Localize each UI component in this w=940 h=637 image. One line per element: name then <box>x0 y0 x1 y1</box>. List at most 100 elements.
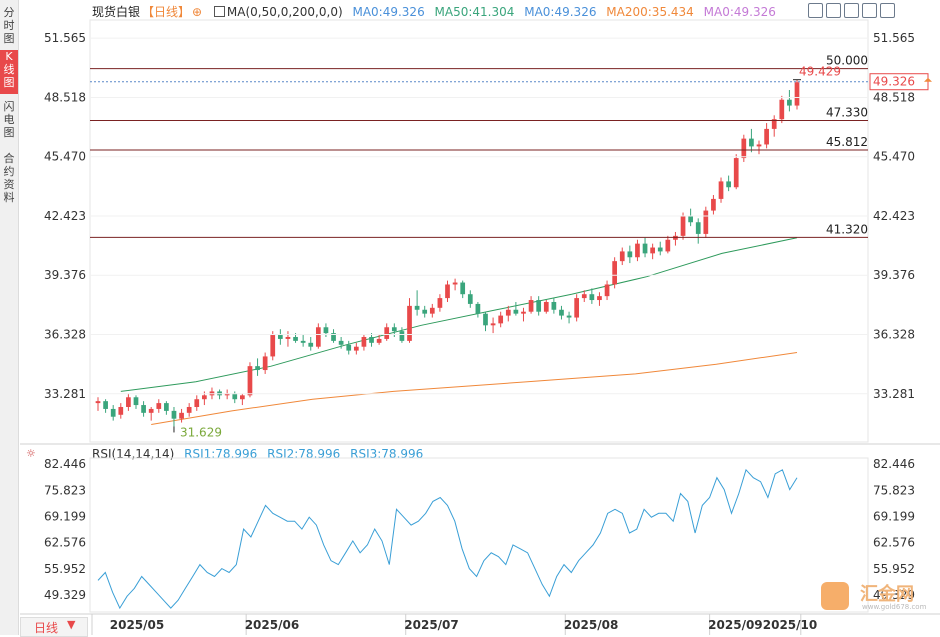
period-dropdown[interactable]: 日线 ▼ <box>20 617 88 637</box>
tab-kline[interactable]: K线图 <box>0 50 18 94</box>
candle-body <box>543 301 549 312</box>
ma50-line <box>120 237 798 392</box>
price-pin-icon <box>924 77 932 82</box>
candle-body <box>118 406 124 415</box>
ma-params: MA(0,50,0,200,0,0) <box>226 5 343 19</box>
y-tick-label-left: 36.328 <box>44 327 86 341</box>
candle-body <box>635 243 640 258</box>
candle-body <box>103 401 108 409</box>
y-tick-label-right: 45.470 <box>873 150 915 164</box>
tab-timeshare[interactable]: 分时图 <box>3 6 15 45</box>
candle-body <box>202 395 207 400</box>
candle-body <box>308 342 314 347</box>
y-tick-label-left: 42.423 <box>44 209 86 223</box>
candle-body <box>353 346 359 351</box>
candle-body <box>657 247 663 252</box>
candle-body <box>148 408 154 413</box>
candle-body <box>642 243 648 254</box>
ma200-value: MA200:35.434 <box>606 5 694 19</box>
candle-body <box>422 309 428 314</box>
candle-body <box>475 303 481 314</box>
candle-body <box>270 335 276 357</box>
candle-body <box>391 327 397 332</box>
candle-body <box>521 311 526 314</box>
rsi-line <box>97 468 798 610</box>
y-tick-label-right: 39.376 <box>873 268 915 282</box>
candle-body <box>581 294 587 299</box>
crosshair-icon[interactable] <box>808 3 823 18</box>
candle-body <box>726 181 731 188</box>
candle-body <box>338 340 344 345</box>
candle-body <box>589 294 595 301</box>
candle-body <box>627 251 633 258</box>
candle-body <box>361 336 367 347</box>
candle-body <box>513 309 519 314</box>
candle-body <box>528 300 534 312</box>
candle-body <box>566 315 572 318</box>
rsi-tick-label-left: 49.329 <box>44 588 86 602</box>
y-tick-label-left: 48.518 <box>44 90 86 104</box>
candle-body <box>384 327 390 339</box>
instrument-title: 现货白银 <box>92 5 141 19</box>
x-tick-label: 2025/10 <box>763 618 817 632</box>
tab-tick-chart[interactable]: 闪电图 <box>3 100 15 139</box>
candle-body <box>164 403 169 411</box>
candle-body <box>255 366 260 371</box>
candle-body <box>597 296 602 301</box>
x-tick-label: 2025/05 <box>110 618 164 632</box>
settings-icon[interactable]: ⊕ <box>192 5 203 19</box>
candle-body <box>490 323 496 326</box>
candle-body <box>171 410 177 419</box>
x-tick-label: 2025/08 <box>564 618 618 632</box>
fullscreen-icon[interactable] <box>880 3 895 18</box>
y-tick-label-right: 51.565 <box>873 31 915 45</box>
candle-body <box>300 340 306 343</box>
candle-body <box>498 315 504 324</box>
candle-body <box>315 327 321 347</box>
candle-body <box>779 99 785 120</box>
y-tick-label-left: 45.470 <box>44 150 86 164</box>
tab-contract-info[interactable]: 合约资料 <box>3 152 15 204</box>
y-tick-label-right: 48.518 <box>873 90 915 104</box>
indicator-icon <box>213 6 225 17</box>
high-label: 49.429 <box>799 65 841 79</box>
ma-legend: 现货白银 【日线】 ⊕ MA(0,50,0,200,0,0) MA0:49.326 … <box>92 3 782 19</box>
candle-body <box>445 284 450 299</box>
candle-body <box>346 344 352 351</box>
rsi-tick-label-left: 82.446 <box>44 457 86 471</box>
chart-toolbar <box>808 3 898 18</box>
candle-body <box>399 331 405 341</box>
zoom-out-icon[interactable] <box>862 3 877 18</box>
y-tick-label-right: 36.328 <box>873 327 915 341</box>
candle-body <box>232 393 238 400</box>
ma0-value-2: MA0:49.326 <box>524 5 597 19</box>
candle-body <box>376 338 382 343</box>
candle-body <box>741 138 747 159</box>
rsi-settings-icon[interactable]: ☼ <box>26 447 36 460</box>
zoom-in-icon[interactable] <box>826 3 841 18</box>
candle-body <box>688 216 693 223</box>
candle-body <box>711 198 716 211</box>
watermark-url: www.gold678.com <box>862 603 927 611</box>
ma0-value-3: MA0:49.326 <box>703 5 776 19</box>
candle-body <box>733 158 739 188</box>
y-tick-label-left: 39.376 <box>44 268 86 282</box>
candle-body <box>771 119 777 129</box>
candle-body <box>467 294 473 304</box>
level-label: 45.812 <box>826 135 868 149</box>
y-tick-label-left: 51.565 <box>44 31 86 45</box>
chevron-down-icon: ▼ <box>67 618 76 631</box>
candle-body <box>262 356 268 371</box>
candle-body <box>95 401 101 404</box>
candle-body <box>186 406 192 413</box>
candle-body <box>551 301 557 310</box>
candle-body <box>536 300 542 312</box>
x-tick-label: 2025/06 <box>245 618 299 632</box>
level-label: 41.320 <box>826 222 868 236</box>
last-price-label: 49.326 <box>873 75 915 89</box>
draw-line-icon[interactable] <box>844 3 859 18</box>
rsi-tick-label-right: 82.446 <box>873 457 915 471</box>
candle-body <box>695 222 701 234</box>
candle-body <box>650 247 655 254</box>
period-selector[interactable]: 【日线】 <box>142 5 191 19</box>
